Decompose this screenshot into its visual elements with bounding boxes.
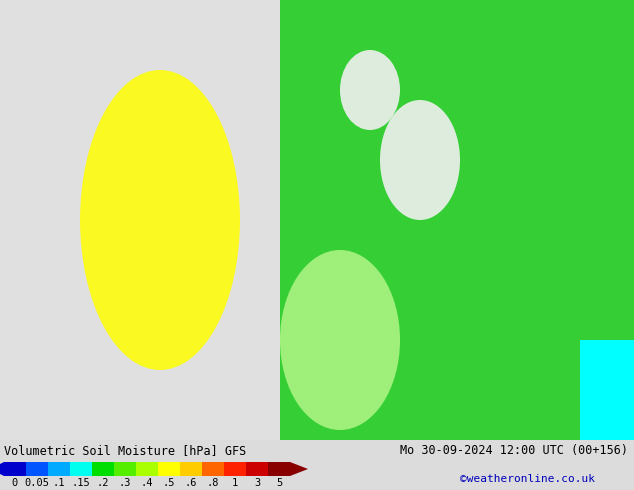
Bar (180, 462, 202, 476)
Text: 1: 1 (232, 478, 238, 488)
Text: .3: .3 (119, 478, 131, 488)
Text: 3: 3 (254, 478, 260, 488)
Ellipse shape (380, 100, 460, 220)
Bar (70, 462, 92, 476)
Polygon shape (0, 462, 4, 476)
Text: Mo 30-09-2024 12:00 UTC (00+156): Mo 30-09-2024 12:00 UTC (00+156) (400, 444, 628, 457)
Bar (158, 462, 180, 476)
Text: .15: .15 (72, 478, 91, 488)
Bar (48, 462, 70, 476)
Text: .4: .4 (141, 478, 153, 488)
Text: .1: .1 (53, 478, 65, 488)
Bar (268, 462, 290, 476)
Bar (4, 462, 26, 476)
Bar (136, 462, 158, 476)
Text: .8: .8 (207, 478, 219, 488)
Bar (26, 462, 48, 476)
Text: Volumetric Soil Moisture [hPa] GFS: Volumetric Soil Moisture [hPa] GFS (4, 444, 246, 457)
Polygon shape (290, 462, 308, 476)
Ellipse shape (280, 250, 400, 430)
Bar (580, 340, 634, 440)
Ellipse shape (80, 70, 240, 370)
Bar (224, 462, 246, 476)
Text: 0.05: 0.05 (25, 478, 49, 488)
Text: ©weatheronline.co.uk: ©weatheronline.co.uk (460, 474, 595, 484)
Bar (114, 462, 136, 476)
Text: 5: 5 (276, 478, 282, 488)
Text: .2: .2 (97, 478, 109, 488)
Bar (92, 462, 114, 476)
Text: 0: 0 (12, 478, 18, 488)
Bar (280, 0, 634, 440)
Text: .6: .6 (184, 478, 197, 488)
Bar (202, 462, 224, 476)
Ellipse shape (340, 50, 400, 130)
Text: .5: .5 (163, 478, 175, 488)
Bar (246, 462, 268, 476)
